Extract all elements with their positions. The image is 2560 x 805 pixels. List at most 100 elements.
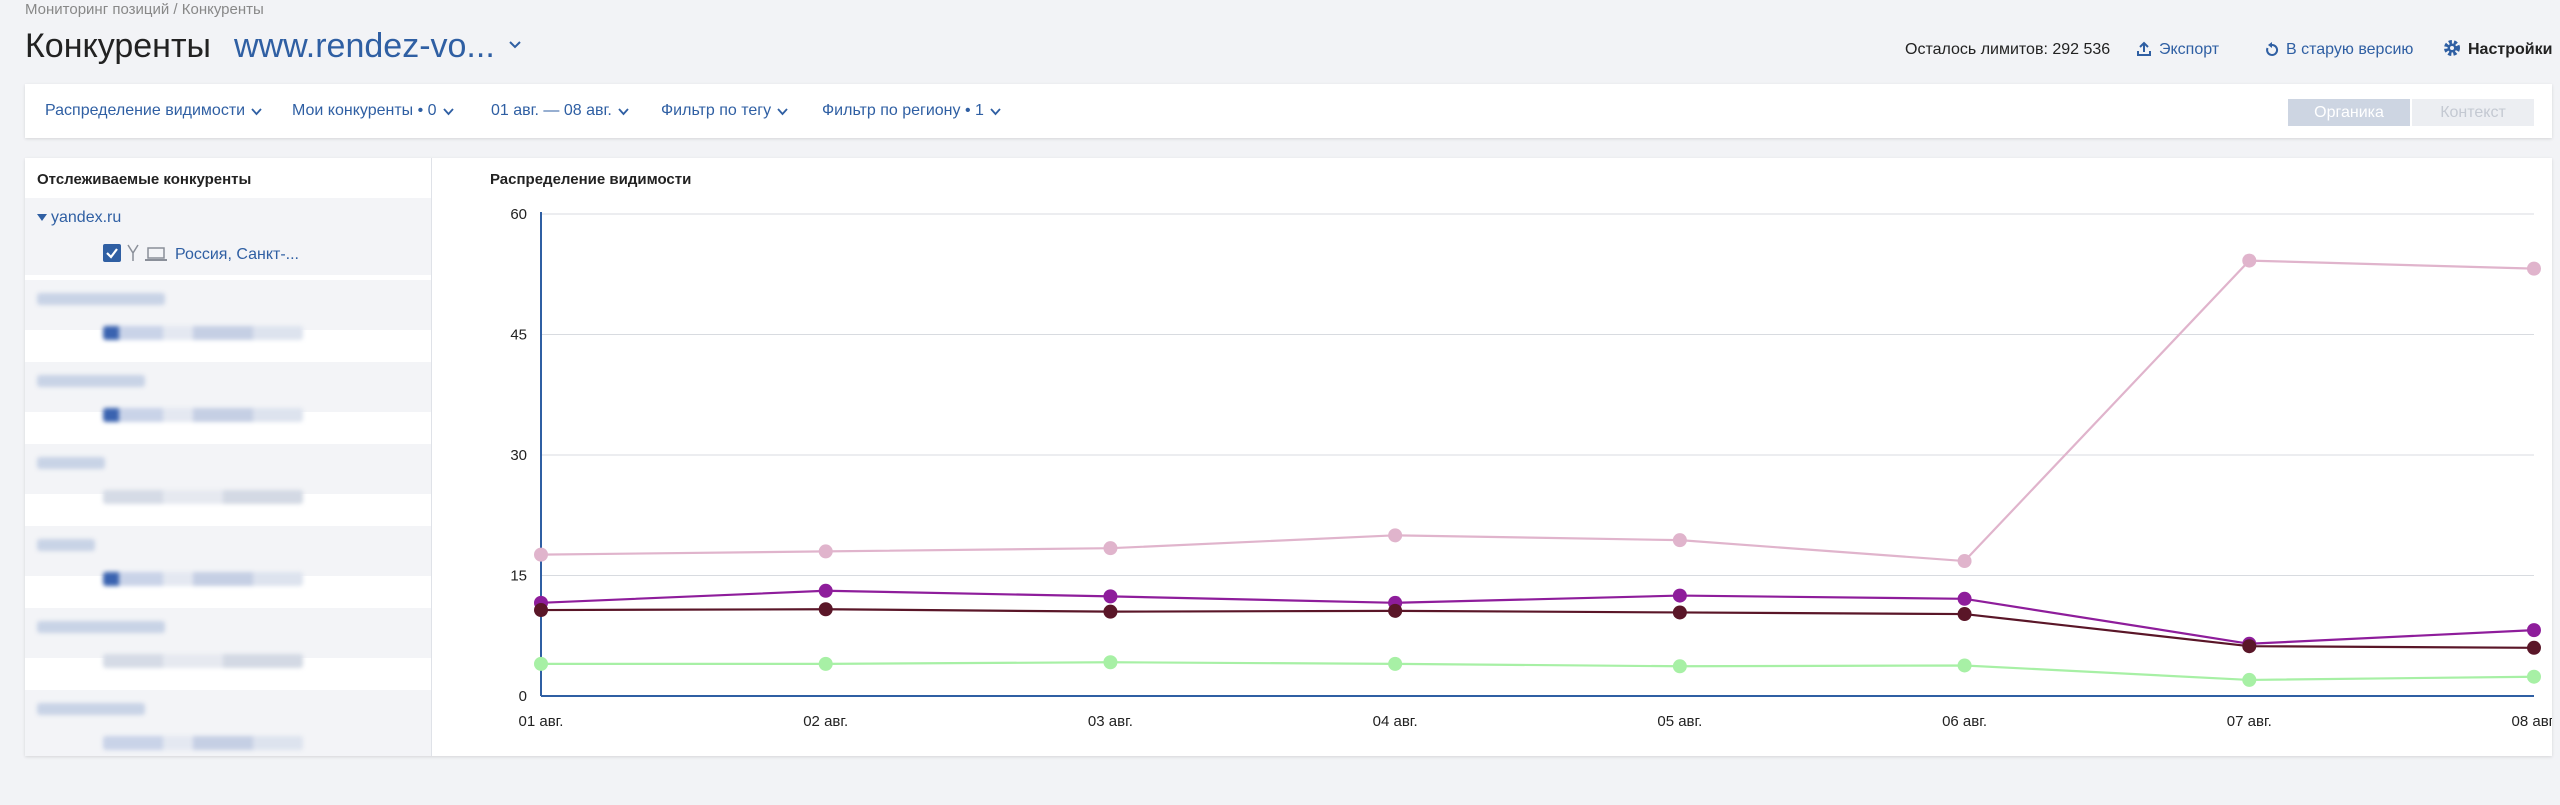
organic-toggle[interactable]: Органика xyxy=(2288,99,2410,126)
data-point xyxy=(818,602,833,617)
competitor-domain-label: yandex.ru xyxy=(51,209,122,226)
region-row[interactable]: Россия, Санкт-... xyxy=(103,244,299,266)
x-tick-label: 03 авг. xyxy=(1088,713,1133,730)
data-point xyxy=(818,656,833,671)
data-point xyxy=(2527,261,2541,276)
data-point xyxy=(1103,655,1118,670)
blurred-competitor-name xyxy=(37,293,165,305)
data-point xyxy=(1388,528,1403,543)
page-title: Конкуренты xyxy=(25,27,211,65)
data-point xyxy=(2527,669,2541,684)
settings-button[interactable]: Настройки xyxy=(2442,38,2552,62)
blurred-competitor-region xyxy=(103,654,303,668)
undo-icon xyxy=(2266,42,2279,56)
competitors-list-heading: Отслеживаемые конкуренты xyxy=(37,171,252,188)
chevron-down-icon xyxy=(990,108,1001,116)
data-point xyxy=(1672,659,1687,674)
data-point xyxy=(1103,589,1118,604)
blurred-competitor-region xyxy=(103,490,303,504)
visibility-filter[interactable]: Распределение видимости xyxy=(45,101,262,121)
series-line xyxy=(540,608,2535,649)
data-point xyxy=(1957,554,1972,569)
series-line xyxy=(541,661,2535,682)
settings-label: Настройки xyxy=(2468,41,2553,58)
region-filter[interactable]: Фильтр по региону • 1 xyxy=(822,101,1001,121)
date-range-label: 01 авг. — 08 авг. xyxy=(491,102,612,119)
competitors-panel: Отслеживаемые конкуренты yandex.ru Росси… xyxy=(25,158,2552,756)
y-tick-label: 60 xyxy=(510,206,527,223)
chevron-down-icon xyxy=(777,108,788,116)
x-tick-label: 06 авг. xyxy=(1942,713,1987,730)
visibility-chart: 0 15 30 45 60 01 авг. 02 авг. 03 авг. 04 авг. 05 … xyxy=(510,206,2552,730)
region-filter-label: Фильтр по региону • 1 xyxy=(822,102,984,119)
visibility-filter-label: Распределение видимости xyxy=(45,102,246,119)
region-checkbox[interactable] xyxy=(103,244,121,262)
chevron-down-icon xyxy=(251,108,262,116)
x-tick-label: 07 авг. xyxy=(2227,713,2272,730)
blurred-competitor-region xyxy=(103,326,303,340)
data-point xyxy=(1672,533,1687,548)
blurred-competitor-region xyxy=(103,408,303,422)
context-toggle[interactable]: Контекст xyxy=(2412,99,2534,126)
data-point xyxy=(1672,588,1687,603)
competitors-filter-label: Мои конкуренты • 0 xyxy=(292,102,437,119)
data-point xyxy=(1103,604,1118,619)
data-point xyxy=(818,583,833,598)
data-point xyxy=(2242,672,2257,687)
tag-filter-label: Фильтр по тегу xyxy=(661,102,772,119)
data-point xyxy=(1103,541,1118,556)
check-icon xyxy=(106,248,118,259)
filter-bar: Распределение видимости Мои конкуренты •… xyxy=(25,84,2552,138)
data-point xyxy=(534,603,548,618)
y-tick-label: 0 xyxy=(519,688,527,705)
data-point xyxy=(2242,253,2257,268)
tag-filter[interactable]: Фильтр по тегу xyxy=(661,101,788,121)
x-tick-label: 01 авг. xyxy=(519,713,564,730)
data-point xyxy=(534,656,548,671)
x-tick-label: 04 авг. xyxy=(1373,713,1418,730)
old-version-button[interactable]: В старую версию xyxy=(2264,38,2413,62)
chevron-down-icon xyxy=(442,108,454,116)
competitors-list: Отслеживаемые конкуренты yandex.ru Росси… xyxy=(25,158,432,756)
data-point xyxy=(534,547,548,562)
blurred-competitor-name xyxy=(37,375,145,387)
date-range-filter[interactable]: 01 авг. — 08 авг. xyxy=(491,101,629,121)
data-point xyxy=(1957,607,1972,622)
caret-down-icon xyxy=(37,214,47,221)
desktop-icon xyxy=(145,246,167,269)
data-point xyxy=(1388,603,1403,618)
upload-icon xyxy=(2137,41,2151,56)
limits-counter: Осталось лимитов: 292 536 xyxy=(1905,41,2111,58)
blurred-competitor-name xyxy=(37,539,95,551)
competitors-filter[interactable]: Мои конкуренты • 0 xyxy=(292,101,454,121)
competitor-domain[interactable]: yandex.ru xyxy=(37,208,121,228)
export-label: Экспорт xyxy=(2159,41,2220,58)
yandex-icon xyxy=(127,244,139,269)
export-button[interactable]: Экспорт xyxy=(2135,38,2219,62)
list-item-bg xyxy=(25,608,431,658)
x-tick-label: 08 авг. xyxy=(2512,713,2552,730)
series-line xyxy=(540,589,2535,645)
breadcrumb[interactable]: Мониторинг позиций / Конкуренты xyxy=(25,1,264,18)
list-item-bg xyxy=(25,526,431,576)
series-line xyxy=(540,259,2535,563)
blurred-competitor-name xyxy=(37,703,145,715)
chevron-down-icon[interactable] xyxy=(508,38,522,52)
y-tick-label: 45 xyxy=(510,327,527,344)
chart-title: Распределение видимости xyxy=(490,171,692,188)
x-tick-label: 02 авг. xyxy=(803,713,848,730)
blurred-competitor-region xyxy=(103,736,303,750)
x-tick-label: 05 авг. xyxy=(1657,713,1702,730)
old-version-label: В старую версию xyxy=(2286,41,2414,58)
site-selector[interactable]: www.rendez-vo... xyxy=(234,27,495,65)
blurred-competitor-name xyxy=(37,621,165,633)
data-point xyxy=(1672,605,1687,620)
blurred-competitor-region xyxy=(103,572,303,586)
chevron-down-icon xyxy=(618,108,629,116)
list-item-bg xyxy=(25,280,431,330)
list-item-bg xyxy=(25,198,431,275)
data-point xyxy=(2527,640,2541,655)
region-label: Россия, Санкт-... xyxy=(175,246,299,263)
data-point xyxy=(1957,658,1972,673)
data-point xyxy=(2242,639,2257,654)
